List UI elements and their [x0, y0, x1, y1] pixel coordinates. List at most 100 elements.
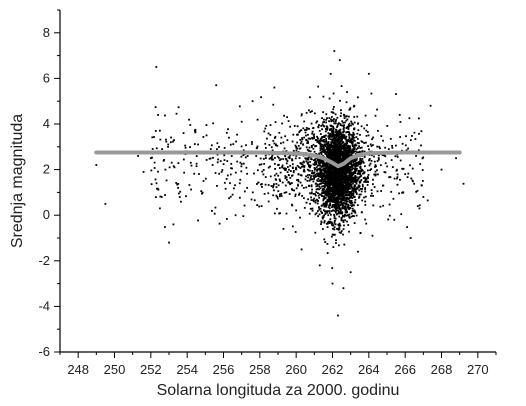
data-point [333, 137, 336, 140]
data-point [341, 161, 343, 164]
data-point [359, 147, 362, 149]
data-point [382, 204, 385, 207]
data-point [335, 239, 337, 242]
data-point [274, 178, 277, 181]
data-point [256, 204, 259, 206]
data-point [337, 195, 340, 197]
data-point [338, 156, 341, 159]
data-point [303, 166, 306, 169]
data-point [229, 143, 232, 146]
data-point [201, 192, 203, 195]
data-point [338, 190, 341, 193]
data-point [348, 230, 350, 233]
data-point [347, 140, 350, 142]
data-point [321, 128, 323, 131]
data-point [356, 132, 359, 135]
data-point [323, 191, 326, 194]
data-point [336, 150, 339, 153]
data-point [323, 176, 326, 178]
data-point [313, 200, 315, 203]
data-point [328, 210, 331, 212]
data-point [355, 180, 358, 183]
data-point [190, 188, 192, 191]
data-point [462, 182, 465, 185]
data-point [324, 151, 326, 154]
data-point [276, 155, 279, 158]
data-point [253, 172, 255, 175]
data-point [239, 161, 242, 164]
data-point [354, 158, 356, 160]
data-point [321, 136, 323, 139]
data-point [349, 206, 351, 209]
data-point [348, 136, 351, 138]
data-point [335, 148, 338, 151]
data-point [321, 211, 323, 214]
data-point [324, 241, 327, 243]
data-point [343, 134, 345, 137]
data-point [357, 186, 360, 189]
data-point [260, 183, 262, 186]
data-point [331, 170, 334, 173]
data-point [348, 150, 351, 152]
data-point [317, 126, 320, 129]
data-point [368, 158, 371, 160]
data-point [311, 137, 314, 140]
data-point [429, 104, 432, 107]
data-point [338, 183, 341, 185]
data-point [323, 220, 326, 222]
data-point [345, 202, 347, 204]
data-point [372, 204, 375, 207]
data-point [295, 155, 298, 157]
data-point [341, 182, 344, 185]
data-point [359, 175, 362, 178]
data-point [326, 172, 328, 174]
data-point [370, 189, 373, 192]
data-point [320, 146, 323, 149]
data-point [321, 216, 324, 219]
data-point [337, 171, 340, 174]
data-point [354, 176, 357, 179]
data-point [350, 204, 352, 207]
data-point [347, 128, 350, 131]
data-point [310, 192, 313, 195]
data-point [299, 181, 302, 184]
data-point [292, 171, 295, 174]
data-point [353, 127, 356, 130]
data-point [360, 159, 363, 162]
data-point [335, 155, 338, 157]
data-point [223, 159, 226, 161]
data-point [322, 190, 325, 193]
data-point [337, 162, 340, 165]
data-point [217, 158, 220, 161]
data-point [282, 227, 285, 230]
data-point [334, 167, 337, 170]
data-point [322, 121, 325, 124]
data-point [374, 164, 377, 166]
data-point [325, 125, 328, 128]
y-tick-label: -6 [38, 344, 50, 359]
data-point [172, 140, 174, 143]
data-point [315, 166, 318, 169]
data-point [352, 139, 355, 141]
data-point [316, 179, 318, 182]
data-point [242, 215, 245, 218]
data-point [351, 135, 354, 138]
data-point [337, 244, 340, 247]
data-point [336, 124, 339, 127]
data-point [339, 128, 342, 131]
data-point [286, 178, 288, 181]
data-point [374, 170, 377, 173]
data-point [308, 179, 311, 182]
data-point [310, 199, 313, 201]
data-point [242, 149, 245, 152]
data-point [349, 196, 351, 199]
data-point [370, 154, 373, 157]
data-point [271, 158, 273, 161]
data-point [331, 206, 333, 209]
data-point [274, 135, 277, 138]
data-point [312, 127, 314, 130]
data-point [189, 124, 192, 126]
data-point [325, 211, 328, 214]
data-point [276, 144, 279, 147]
data-point [315, 191, 318, 193]
